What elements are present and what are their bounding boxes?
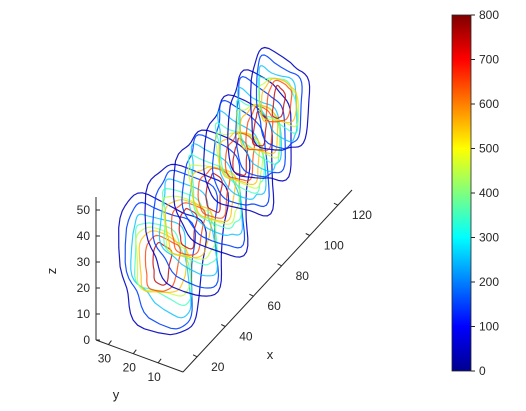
colorbar-tick-label: 700 (479, 53, 499, 67)
x-tick-mark (333, 202, 339, 206)
x-tick-label: 100 (324, 239, 344, 253)
contour-line (205, 172, 223, 213)
contour-line (258, 77, 300, 128)
z-axis-label: z (44, 268, 59, 275)
colorbar: 0 100 200 300 400 500 600 700 800 (451, 8, 499, 378)
x-tick-label: 60 (267, 299, 281, 313)
contour-line (232, 137, 249, 176)
y-tick-label: 30 (98, 352, 112, 366)
contour-line (138, 230, 188, 294)
contour-line (134, 222, 193, 306)
y-ticks: 30 20 10 (98, 340, 162, 384)
y-tick-mark (108, 340, 112, 345)
z-tick-label: 0 (83, 333, 90, 347)
contour-line (144, 234, 181, 292)
x-tick-mark (277, 263, 282, 267)
x-tick-mark (192, 354, 198, 358)
contour-line (250, 46, 311, 151)
y-tick-mark (132, 349, 137, 355)
contour-line (239, 103, 279, 155)
x-tick-mark (249, 293, 254, 297)
z-tick-label: 10 (77, 307, 91, 321)
contour-line (236, 105, 281, 159)
y-axis-label: y (113, 387, 120, 402)
colorbar-tick-label: 200 (479, 275, 499, 289)
colorbar-tick-label: 400 (479, 186, 499, 200)
z-tick-label: 50 (77, 203, 91, 217)
z-ticks: 0 10 20 30 40 50 (77, 203, 100, 347)
contour-line (191, 166, 237, 223)
contour-line (203, 94, 275, 217)
contour-line (245, 105, 274, 151)
contour-line (164, 199, 213, 259)
colorbar-ticks: 0 100 200 300 400 500 600 700 800 (471, 8, 499, 378)
contour-line (265, 79, 293, 123)
x-tick-mark (305, 233, 310, 236)
colorbar-tick-label: 600 (479, 97, 499, 111)
colorbar-tick-label: 0 (479, 364, 486, 378)
contour-line (197, 167, 231, 219)
y-tick-label: 20 (123, 361, 137, 375)
contour-line (215, 132, 264, 189)
colorbar-tick-label: 300 (479, 231, 499, 245)
axes (95, 189, 353, 373)
contour-slices (118, 46, 311, 336)
z-tick-label: 30 (77, 255, 91, 269)
x-tick-mark (221, 324, 226, 327)
contour-line (255, 54, 303, 150)
contour-line (237, 87, 282, 172)
x-ticks: 20 40 60 80 100 120 (192, 202, 372, 374)
contour-line (218, 131, 261, 186)
x-tick-label: 80 (296, 269, 310, 283)
z-tick-label: 40 (77, 229, 91, 243)
contour-line (124, 201, 197, 330)
contour-line (144, 163, 230, 297)
colorbar-tick-label: 500 (479, 142, 499, 156)
contour-line (217, 110, 267, 200)
y-tick-mark (157, 358, 162, 364)
plot-area: 0 10 20 30 40 50 30 20 10 20 40 60 80 100 120 z y x (44, 46, 372, 402)
x-axis-line (182, 189, 353, 373)
contour-line (271, 84, 286, 119)
colorbar-gradient (451, 14, 472, 372)
x-axis-label: x (267, 347, 274, 362)
z-tick-label: 20 (77, 281, 91, 295)
x-tick-label: 20 (211, 360, 225, 374)
x-tick-label: 40 (239, 330, 253, 344)
y-tick-label: 10 (147, 370, 161, 384)
contour-line (212, 99, 270, 208)
contour-line (118, 192, 207, 336)
contour-line (235, 76, 286, 178)
contour-line (260, 77, 298, 124)
contour-line (257, 76, 299, 134)
y-axis-line (95, 339, 184, 373)
x-tick-label: 120 (352, 208, 372, 222)
colorbar-tick-label: 800 (479, 8, 499, 22)
contour-line (178, 207, 198, 250)
contour-line (152, 241, 173, 286)
colorbar-tick-label: 100 (479, 320, 499, 334)
